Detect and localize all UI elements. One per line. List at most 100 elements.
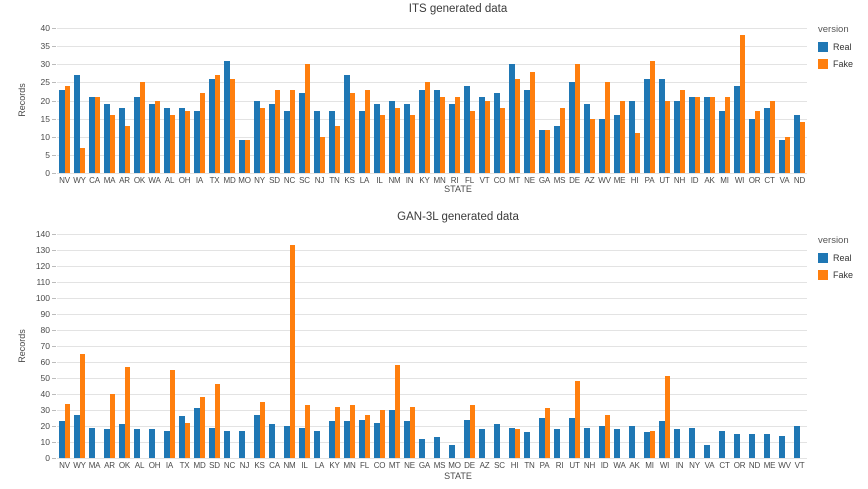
gridline <box>57 346 807 347</box>
bar-fake-mt <box>514 78 520 173</box>
x-tick-label: NH <box>673 176 686 185</box>
bar-real-ks <box>254 414 260 458</box>
gridline <box>57 458 807 459</box>
bar-real-ga <box>539 129 545 173</box>
x-tick-label: CA <box>89 176 100 185</box>
bar-fake-nv <box>64 403 70 458</box>
bar-fake-nj <box>319 136 325 173</box>
bar-fake-ri <box>454 96 460 173</box>
x-tick-label: OH <box>178 176 191 185</box>
y-tick-label: 10 <box>40 437 50 447</box>
bar-real-fl <box>464 86 470 173</box>
y-tick-mark <box>52 458 56 459</box>
legend: version Real Fake <box>818 24 866 76</box>
x-tick-label: KS <box>344 176 355 185</box>
bar-real-il <box>374 104 380 173</box>
y-tick-mark <box>52 82 56 84</box>
x-tick-label: WI <box>734 176 745 185</box>
bar-real-ok <box>119 424 125 458</box>
bar-fake-il <box>379 115 385 173</box>
x-tick-label: UT <box>659 176 670 185</box>
bar-real-nc <box>224 430 230 458</box>
bar-real-nv <box>59 89 65 173</box>
x-tick-label: NJ <box>314 176 325 185</box>
bar-fake-ga <box>544 129 550 173</box>
x-tick-label: OH <box>148 461 161 470</box>
bar-fake-in <box>409 115 415 173</box>
bar-real-ma <box>89 427 95 458</box>
bar-real-al <box>134 429 140 458</box>
x-tick-label: WV <box>598 176 611 185</box>
x-tick-label: RI <box>450 176 459 185</box>
bar-real-oh <box>149 429 155 458</box>
chart-gan3l-generated-data: GAN-3L generated data Records 0 10 20 30 40 5… <box>0 205 868 489</box>
bar-real-ia <box>194 111 200 173</box>
x-tick-label: MI <box>645 461 654 470</box>
bar-fake-fl <box>364 414 370 458</box>
bar-real-de <box>464 419 470 458</box>
y-tick-mark <box>52 362 56 363</box>
x-tick-label: TN <box>524 461 535 470</box>
x-tick-label: KY <box>419 176 430 185</box>
x-tick-label: DE <box>569 176 580 185</box>
x-tick-label: AL <box>164 176 175 185</box>
real-swatch-icon <box>818 253 828 263</box>
x-tick-label: IL <box>301 461 308 470</box>
bar-real-wa <box>614 429 620 458</box>
x-tick-label: PA <box>539 461 550 470</box>
bar-real-mn <box>434 89 440 173</box>
bar-fake-md <box>229 78 235 173</box>
x-tick-label: SC <box>494 461 505 470</box>
x-tick-label: WI <box>659 461 670 470</box>
bar-fake-ks <box>349 93 355 173</box>
bar-fake-wi <box>739 35 745 173</box>
bar-real-wy <box>74 414 80 458</box>
bar-real-nv <box>59 421 65 458</box>
gridline <box>57 282 807 283</box>
x-tick-label: AR <box>119 176 130 185</box>
x-tick-label: ME <box>613 176 626 185</box>
x-tick-label: CA <box>269 461 280 470</box>
x-tick-label: MA <box>88 461 101 470</box>
bar-real-md <box>224 60 230 173</box>
chart-title: ITS generated data <box>408 3 508 15</box>
x-tick-label: AK <box>704 176 715 185</box>
bar-real-nd <box>794 115 800 173</box>
y-tick-label: 90 <box>40 309 50 319</box>
x-tick-label: CT <box>764 176 775 185</box>
bar-real-mi <box>719 111 725 173</box>
bar-real-mt <box>389 410 395 458</box>
bar-real-id <box>599 426 605 458</box>
bar-real-tx <box>209 78 215 173</box>
x-tick-label: NC <box>283 176 296 185</box>
y-tick-label: 30 <box>40 405 50 415</box>
bar-real-in <box>404 104 410 173</box>
x-tick-label: KY <box>329 461 340 470</box>
y-tick-mark <box>52 234 56 235</box>
gridline <box>57 136 807 138</box>
bar-fake-wy <box>79 147 85 173</box>
legend-item-real: Real <box>818 253 866 263</box>
x-tick-label: NJ <box>239 461 250 470</box>
legend-item-fake: Fake <box>818 270 866 280</box>
x-tick-label: OK <box>118 461 131 470</box>
bar-fake-ok <box>124 366 130 458</box>
y-tick-mark <box>52 346 56 347</box>
y-tick-label: 0 <box>45 453 50 463</box>
bar-fake-tn <box>334 125 340 173</box>
x-tick-label: OR <box>733 461 746 470</box>
bar-fake-al <box>169 115 175 173</box>
bar-real-ri <box>449 104 455 173</box>
x-tick-label: WA <box>613 461 626 470</box>
bar-fake-ar <box>124 125 130 173</box>
bar-fake-ca <box>94 96 100 173</box>
bar-real-nm <box>284 426 290 458</box>
x-tick-label: SD <box>209 461 220 470</box>
bar-real-in <box>674 429 680 458</box>
y-tick-mark <box>52 28 56 29</box>
real-swatch-icon <box>818 42 828 52</box>
bar-real-ny <box>254 100 260 173</box>
bar-real-az <box>584 104 590 173</box>
x-tick-label: ND <box>748 461 761 470</box>
